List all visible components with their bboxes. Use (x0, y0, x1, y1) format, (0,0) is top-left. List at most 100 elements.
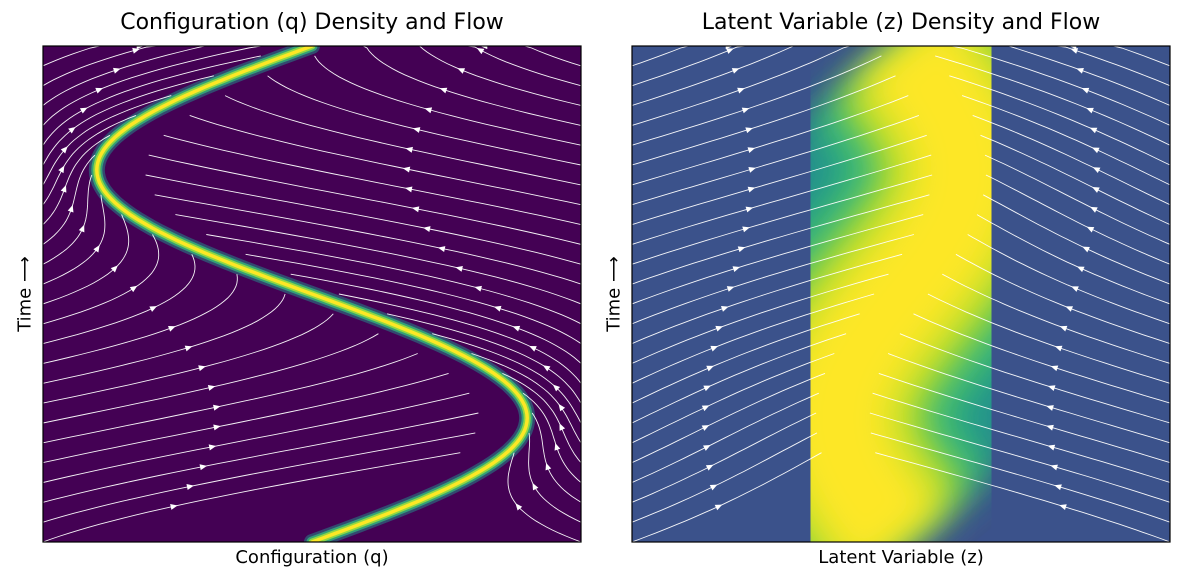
stream-arrow (1091, 147, 1100, 154)
streamline (927, 46, 1170, 87)
streamline (899, 333, 1170, 424)
stream-arrow (1050, 365, 1059, 372)
plot-frame (631, 45, 1171, 543)
stream-arrow (714, 504, 723, 511)
streamline (522, 392, 581, 483)
streamline (43, 46, 286, 106)
streamline (869, 412, 1170, 503)
streamline (949, 75, 1170, 166)
stream-arrow (725, 46, 733, 49)
streamline (632, 194, 930, 285)
streamline (338, 46, 581, 67)
stream-arrow (110, 265, 118, 273)
stream-arrow (1086, 107, 1094, 114)
streamline (338, 46, 581, 87)
streamline (43, 95, 172, 186)
density-ridge (632, 46, 1170, 542)
stream-arrow (1054, 345, 1063, 352)
chart-title: Configuration (q) Density and Flow (120, 10, 504, 35)
stream-arrow (552, 384, 561, 392)
x-axis-label: Latent Variable (z) (818, 547, 984, 568)
stream-arrow (1092, 167, 1101, 174)
stream-arrow (493, 305, 502, 312)
stream-arrow (474, 285, 482, 292)
streamline (531, 412, 581, 503)
stream-arrow (512, 325, 521, 332)
stream-arrow (78, 224, 85, 233)
stream-arrow (742, 226, 750, 233)
streamline (43, 353, 418, 444)
stream-arrow (1081, 87, 1090, 94)
stream-arrow (424, 107, 433, 114)
streamline (927, 293, 1170, 384)
streamline (338, 46, 581, 106)
streamline (224, 95, 581, 186)
streamline (43, 254, 196, 345)
streamline (43, 412, 479, 503)
stream-arrow (412, 127, 421, 133)
streamline (927, 46, 1170, 106)
stream-arrow (60, 146, 68, 154)
stream-arrow (747, 147, 756, 153)
streamline (961, 95, 1170, 186)
streamline (632, 392, 819, 483)
streamline (927, 46, 1170, 67)
stream-arrow (545, 462, 552, 471)
stream-arrow (515, 503, 523, 511)
streamline (632, 353, 835, 444)
stream-arrow (457, 68, 466, 74)
stream-arrow (709, 484, 718, 491)
stream-arrow (423, 226, 431, 233)
stream-arrow (1092, 187, 1100, 193)
streamline (43, 214, 130, 305)
y-axis-label: Time ⟶ (603, 256, 625, 332)
streamline (878, 372, 1170, 464)
streamline (145, 174, 581, 265)
streamline (43, 46, 286, 67)
stream-arrow (542, 365, 551, 372)
streamline (267, 75, 581, 166)
streamline (955, 253, 1170, 345)
streamline (632, 46, 875, 126)
chart-title: Latent Variable (z) Density and Flow (701, 10, 1101, 35)
stream-arrow (1059, 325, 1068, 332)
stream-arrow (748, 166, 756, 173)
stream-arrow (726, 286, 735, 292)
stream-arrow (437, 246, 446, 252)
stream-arrow (480, 46, 488, 49)
streamline (632, 134, 927, 226)
plot-frame (42, 45, 582, 543)
stream-arrow (701, 425, 710, 431)
streamline (43, 134, 111, 225)
stream-arrow (703, 445, 711, 451)
streamline (338, 46, 581, 126)
stream-arrow (558, 403, 566, 412)
stream-arrow (1090, 206, 1098, 213)
stream-arrow (136, 46, 144, 49)
streamlines (632, 46, 1170, 542)
stream-arrow (93, 245, 100, 253)
streamline (43, 274, 238, 364)
streamline (43, 194, 106, 285)
streamline (245, 253, 581, 344)
stream-arrow (737, 246, 746, 253)
ridge-band (95, 46, 529, 542)
stream-arrow (411, 206, 420, 213)
streamline (632, 46, 875, 106)
stream-arrow (170, 504, 178, 510)
streamline (935, 55, 1170, 146)
streamline (154, 194, 581, 285)
streamline (632, 293, 875, 384)
stream-arrow (129, 285, 138, 293)
streamline (206, 234, 581, 325)
streamline (338, 293, 581, 384)
streamline (43, 333, 379, 424)
stream-arrow (67, 204, 74, 213)
stream-arrow (405, 146, 413, 153)
streamline (43, 372, 449, 464)
streamline (163, 134, 581, 226)
stream-arrow (731, 68, 740, 74)
panel-configuration: Configuration (q) Density and Flow Confi… (15, 10, 582, 568)
stream-arrow (732, 266, 741, 272)
streamline (632, 273, 889, 364)
